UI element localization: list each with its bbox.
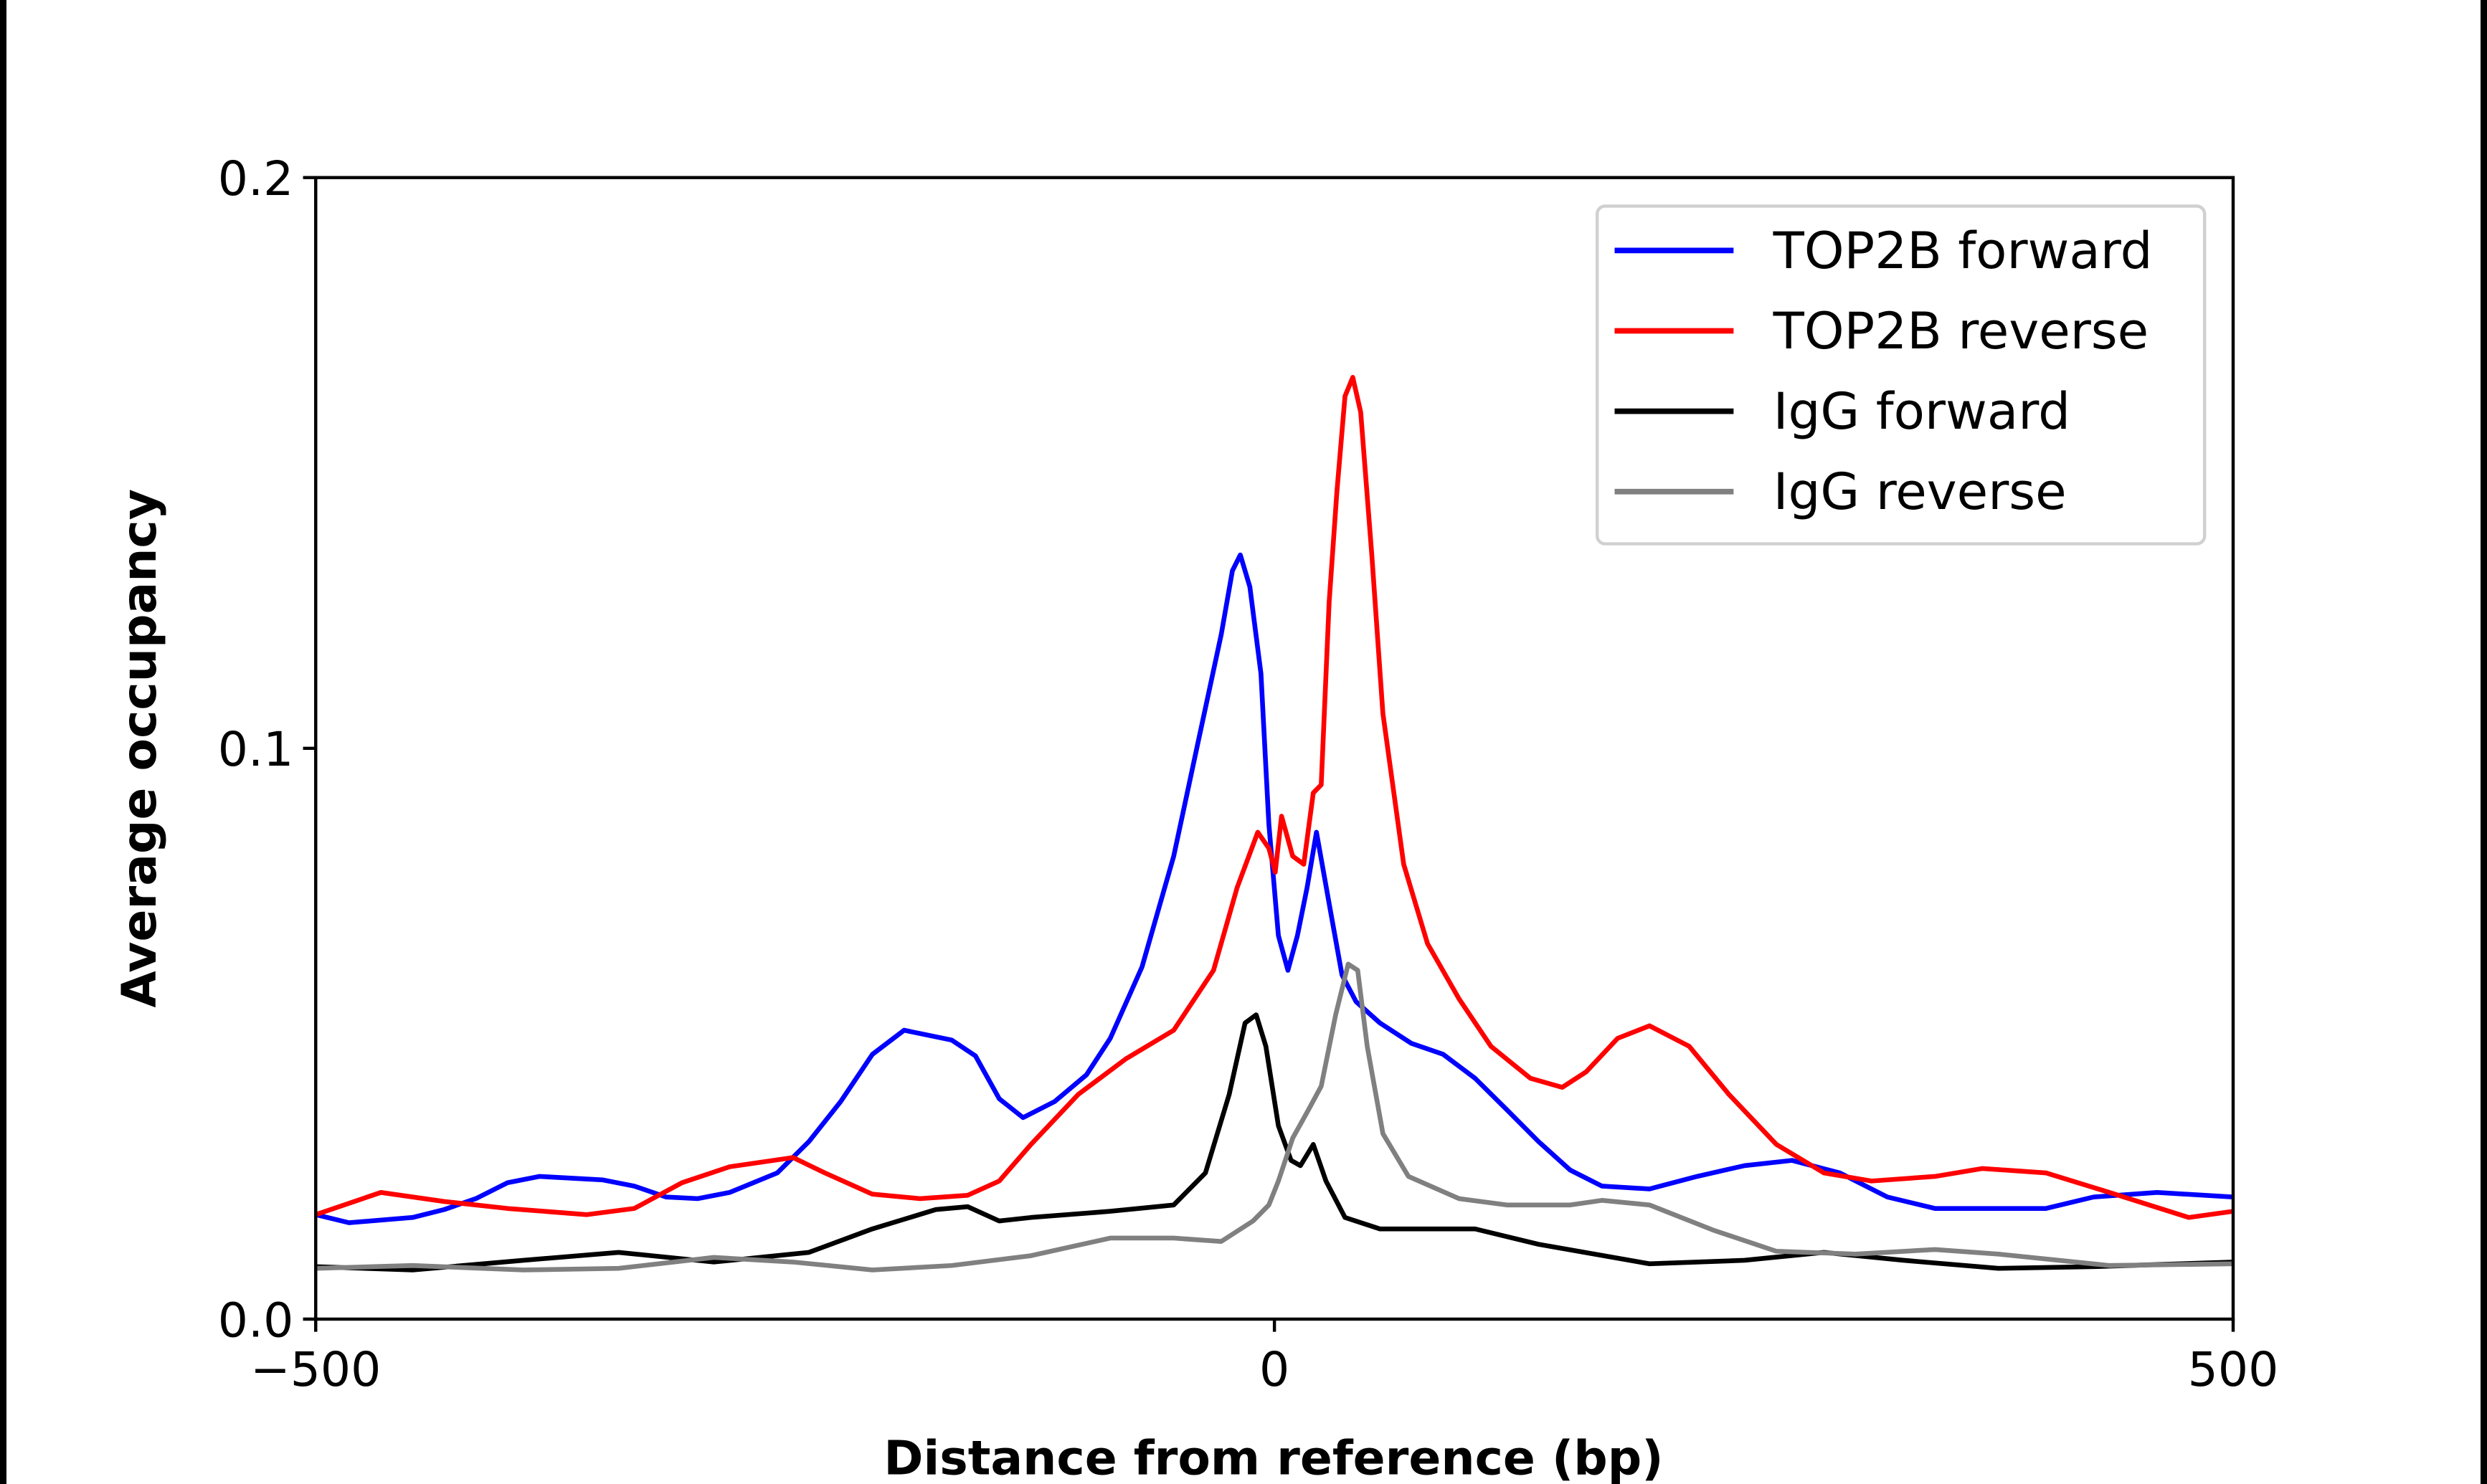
legend-item-top2b-reverse: TOP2B reverse — [1614, 301, 2149, 361]
legend-box — [1595, 204, 2207, 546]
y-axis-label: Average occupancy — [111, 489, 167, 1008]
legend-item-igg-reverse: IgG reverse — [1614, 462, 2067, 521]
x-tick-label: 500 — [2188, 1341, 2279, 1397]
y-tick-label: 0.2 — [218, 151, 293, 206]
legend-item-igg-forward: IgG forward — [1614, 381, 2070, 441]
ticks-layer: −500 0 500 0.0 0.1 0.2 — [218, 151, 2279, 1397]
legend-label: IgG forward — [1773, 381, 2070, 441]
legend: TOP2B forward TOP2B reverse IgG forward IgG… — [1595, 204, 2207, 546]
series-layer — [315, 375, 2234, 1273]
legend-label: TOP2B reverse — [1773, 301, 2149, 361]
x-axis-label: Distance from reference (bp) — [884, 1430, 1663, 1484]
x-tick-label: −500 — [250, 1341, 381, 1397]
series-line-top2b-forward — [315, 552, 2234, 1225]
series-line-igg-forward — [316, 1012, 2234, 1273]
y-tick-label: 0.0 — [218, 1292, 293, 1348]
legend-label: IgG reverse — [1773, 462, 2067, 521]
legend-label: TOP2B forward — [1773, 221, 2153, 280]
y-tick-label: 0.1 — [218, 721, 293, 777]
series-line-igg-reverse — [316, 961, 2234, 1273]
legend-item-top2b-forward: TOP2B forward — [1614, 221, 2153, 280]
x-tick-label: 0 — [1259, 1341, 1289, 1397]
series-line-top2b-reverse — [315, 375, 2234, 1220]
